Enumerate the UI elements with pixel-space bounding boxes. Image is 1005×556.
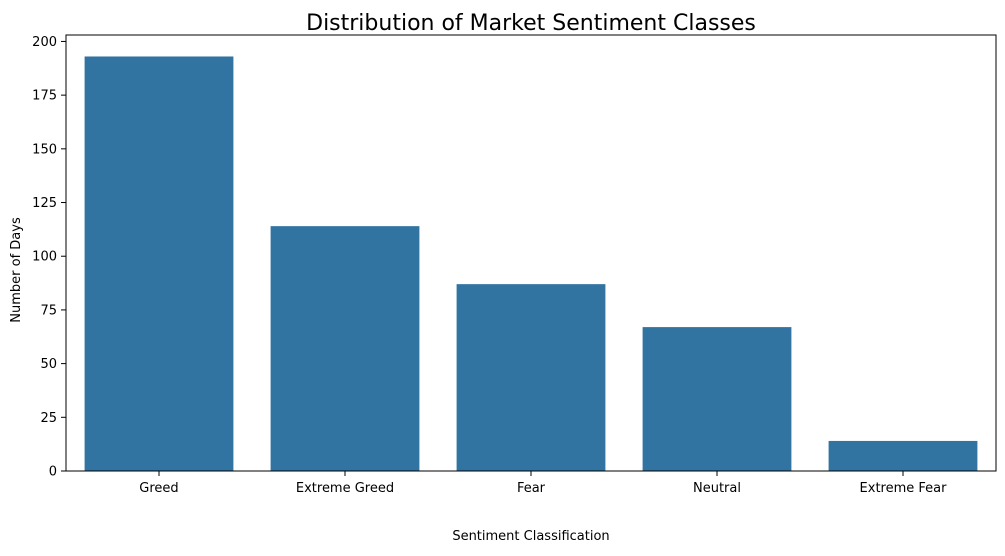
x-axis: Greed Extreme Greed Fear Neutral Extreme Fea… [139, 471, 947, 496]
chart-title: Distribution of Market Sentiment Classes [306, 11, 756, 36]
bars-group [84, 56, 978, 471]
bar-neutral [642, 327, 792, 471]
y-tick-label: 25 [40, 411, 57, 426]
y-tick-label: 100 [32, 250, 57, 265]
x-axis-label: Sentiment Classification [452, 529, 609, 544]
y-tick-label: 75 [40, 303, 57, 318]
bar-fear [456, 284, 606, 471]
y-tick-label: 0 [49, 465, 57, 480]
x-tick-label: Fear [517, 481, 546, 496]
y-tick-label: 150 [32, 142, 57, 157]
bar-extreme-greed [270, 226, 420, 471]
x-tick-label: Extreme Greed [296, 481, 394, 496]
x-tick-label: Neutral [693, 481, 741, 496]
bar-extreme-fear [828, 440, 978, 471]
plot-frame [65, 34, 997, 472]
y-tick-label: 125 [32, 196, 57, 211]
y-axis-label: Number of Days [9, 217, 24, 323]
y-tick-label: 200 [32, 35, 57, 50]
x-tick-label: Greed [139, 481, 178, 496]
y-tick-label: 175 [32, 89, 57, 104]
bar-greed [84, 56, 234, 471]
y-tick-label: 50 [40, 357, 57, 372]
x-tick-label: Extreme Fear [860, 481, 948, 496]
y-axis: 0 25 50 75 100 125 150 175 200 [32, 35, 66, 480]
axes-spines [65, 34, 997, 472]
